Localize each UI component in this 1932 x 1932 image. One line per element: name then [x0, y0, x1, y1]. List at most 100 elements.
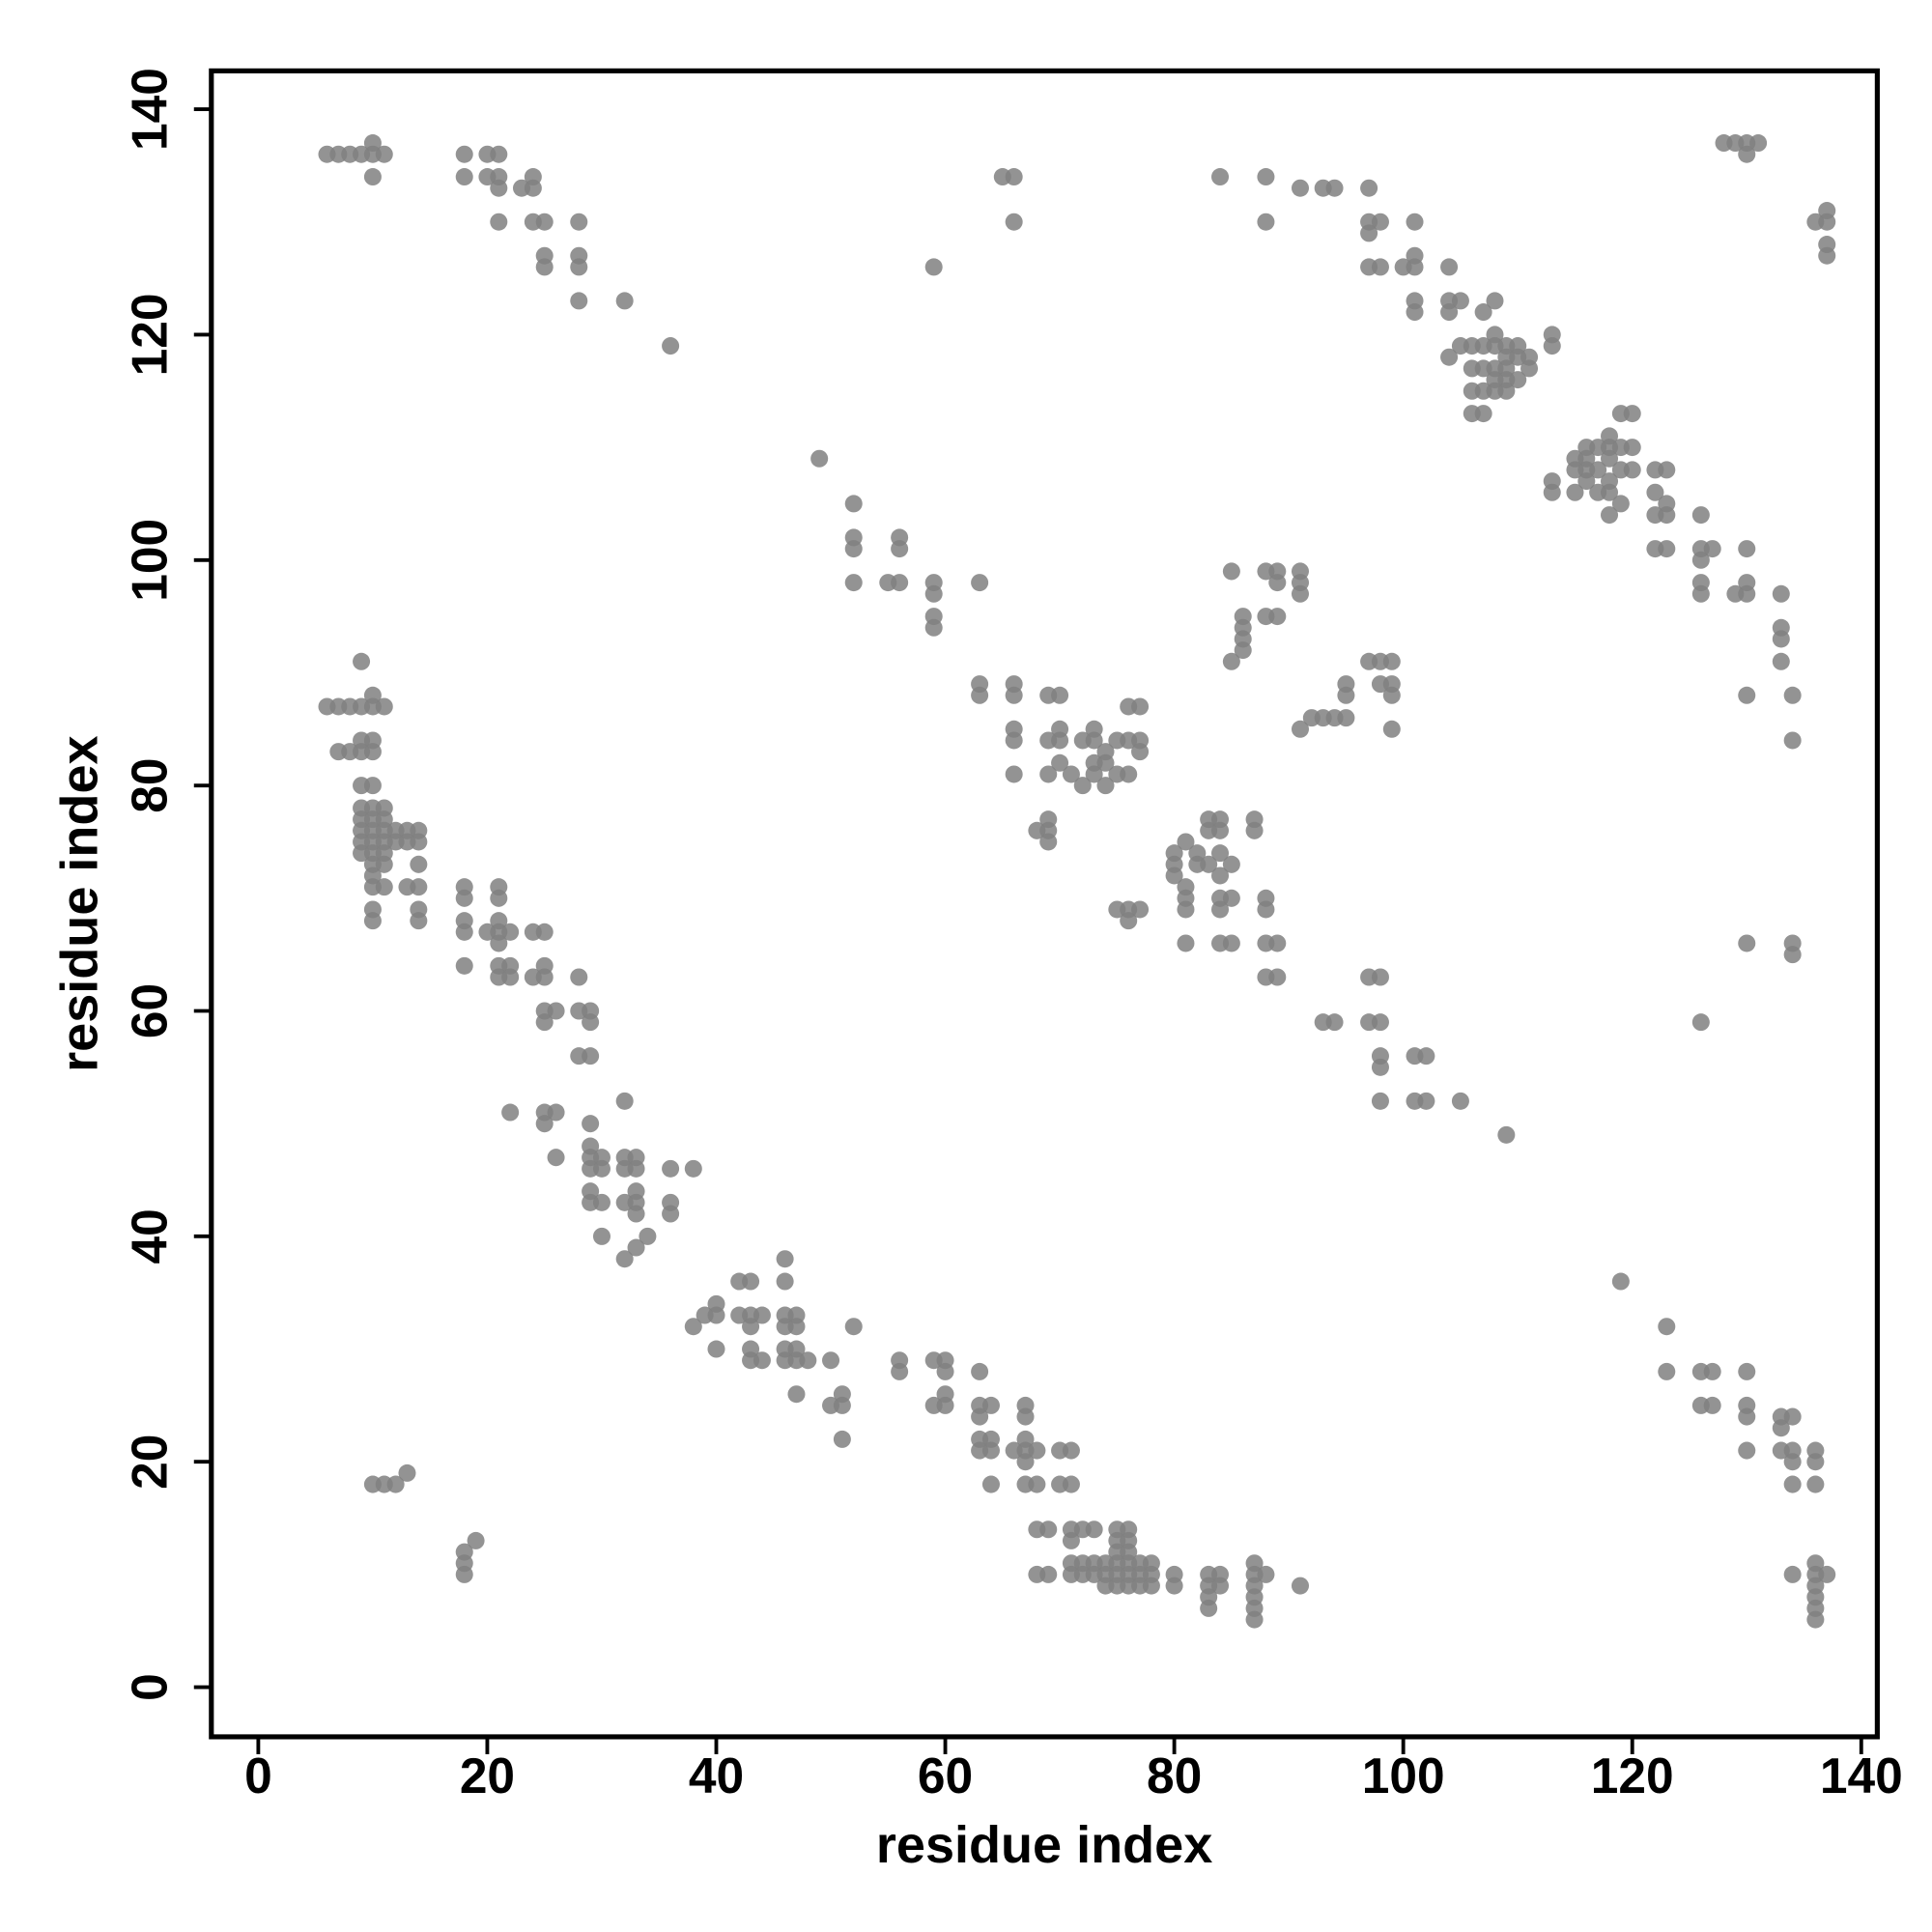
point: [535, 923, 554, 941]
point: [1371, 1092, 1389, 1110]
point: [535, 1115, 554, 1133]
point: [1039, 765, 1058, 783]
point: [787, 1385, 806, 1404]
y-tick-label: 100: [121, 519, 177, 602]
point: [1738, 574, 1756, 592]
point: [592, 1227, 611, 1245]
point: [1658, 461, 1676, 479]
y-tick-label: 20: [121, 1435, 177, 1490]
point: [810, 449, 829, 468]
y-tick-label: 120: [121, 293, 177, 376]
point: [1738, 1407, 1756, 1426]
point: [662, 1159, 680, 1178]
point: [1177, 833, 1195, 851]
point: [799, 1351, 817, 1370]
point: [707, 1340, 725, 1358]
point: [1360, 224, 1378, 242]
point: [1371, 968, 1389, 986]
point: [1268, 968, 1287, 986]
point: [1783, 946, 1802, 964]
point: [1772, 652, 1790, 670]
y-axis-label: residue index: [50, 735, 108, 1071]
point: [1062, 1441, 1080, 1460]
point: [627, 1238, 645, 1257]
point: [1142, 1577, 1160, 1595]
point: [662, 337, 680, 355]
point: [1337, 709, 1355, 727]
point: [936, 1362, 954, 1380]
point: [570, 968, 588, 986]
point: [570, 258, 588, 276]
point: [582, 1047, 600, 1065]
point: [1051, 686, 1069, 704]
point: [1818, 213, 1836, 231]
point: [1120, 912, 1138, 930]
y-tick-label: 0: [121, 1673, 177, 1701]
point: [1222, 562, 1240, 581]
point: [742, 1318, 760, 1336]
point: [1360, 179, 1378, 197]
point: [455, 956, 473, 975]
point: [524, 168, 542, 186]
point: [363, 777, 382, 795]
point: [1406, 246, 1424, 265]
point: [844, 540, 863, 558]
plot-frame: [209, 68, 1880, 1740]
point: [1509, 371, 1527, 389]
point: [615, 1193, 634, 1211]
x-tick-label: 60: [918, 1747, 973, 1804]
point: [501, 1103, 520, 1122]
point: [547, 1002, 565, 1020]
point: [455, 889, 473, 907]
point: [1703, 1396, 1721, 1414]
point: [1382, 720, 1401, 738]
point: [1601, 506, 1619, 525]
point: [535, 968, 554, 986]
point: [1611, 1272, 1630, 1291]
point: [822, 1351, 840, 1370]
point: [1772, 630, 1790, 648]
point: [1085, 1520, 1103, 1539]
point: [753, 1306, 771, 1324]
point: [1211, 867, 1230, 885]
point: [1783, 1565, 1802, 1583]
point: [1062, 765, 1080, 783]
point: [924, 258, 943, 276]
point: [776, 1272, 794, 1291]
point: [1051, 720, 1069, 738]
point: [1406, 213, 1424, 231]
point: [1703, 540, 1721, 558]
point: [1703, 1362, 1721, 1380]
point: [1039, 1520, 1058, 1539]
point: [467, 1531, 485, 1549]
point: [375, 855, 393, 873]
point: [1406, 303, 1424, 322]
point: [1497, 382, 1516, 400]
point: [363, 168, 382, 186]
point: [924, 584, 943, 603]
point: [1177, 900, 1195, 919]
point: [1200, 855, 1218, 873]
y-tick-label: 60: [121, 983, 177, 1038]
point: [1486, 292, 1504, 310]
point: [1291, 584, 1310, 603]
x-tick-label: 140: [1820, 1747, 1903, 1804]
point: [1257, 900, 1275, 919]
point: [386, 1475, 405, 1493]
point: [455, 168, 473, 186]
point: [684, 1159, 702, 1178]
point: [1772, 584, 1790, 603]
point: [627, 1159, 645, 1178]
point: [1783, 1453, 1802, 1471]
point: [535, 1013, 554, 1032]
x-tick-label: 40: [689, 1747, 744, 1804]
point: [410, 833, 428, 851]
point: [490, 145, 508, 163]
point: [1691, 551, 1710, 569]
point: [1371, 1058, 1389, 1076]
point: [662, 1205, 680, 1223]
point: [1646, 483, 1664, 501]
point: [455, 1565, 473, 1583]
point: [1623, 405, 1641, 423]
